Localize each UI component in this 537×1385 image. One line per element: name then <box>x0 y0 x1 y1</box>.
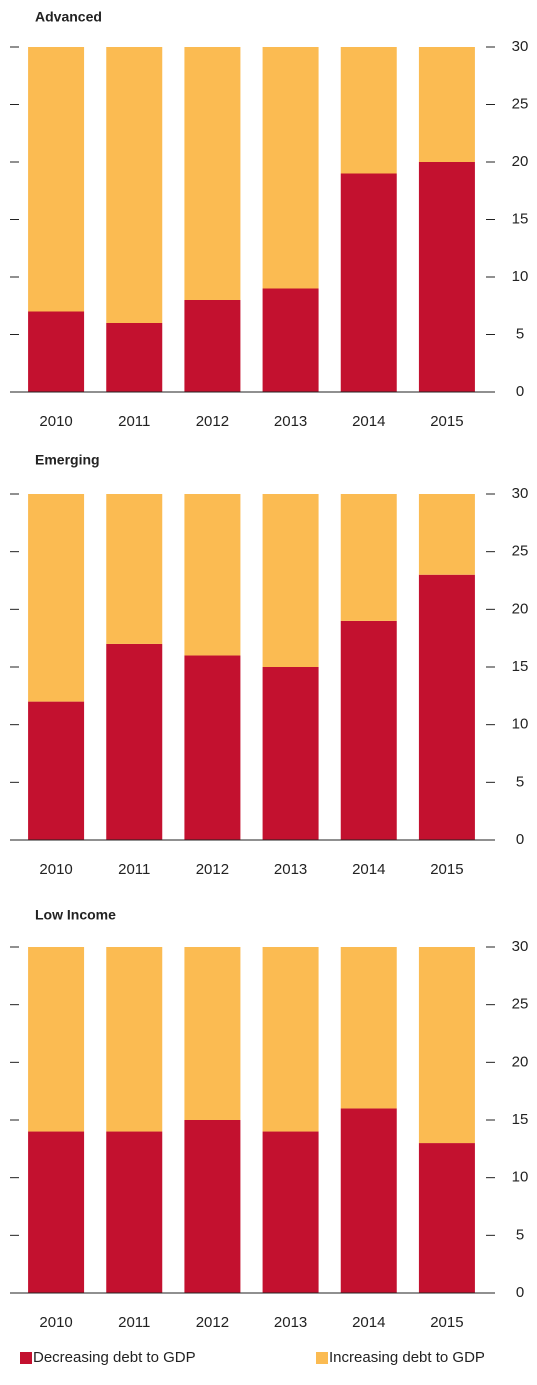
x-tick-label: 2015 <box>430 1314 463 1331</box>
bar-segment <box>28 1131 85 1293</box>
y-tick-label: 30 <box>512 38 529 55</box>
bar-segment <box>418 1143 475 1293</box>
bar-segment <box>418 162 475 392</box>
bar-segment <box>184 947 241 1120</box>
y-tick-label: 0 <box>516 831 524 848</box>
bar-segment <box>184 47 241 300</box>
bar-segment <box>106 643 163 840</box>
bar-segment <box>418 574 475 840</box>
y-tick-label: 0 <box>516 1284 524 1301</box>
y-tick-label: 25 <box>512 996 529 1013</box>
bar-segment <box>184 1120 241 1293</box>
x-tick-label: 2010 <box>39 861 72 878</box>
bar-segment <box>418 947 475 1144</box>
legend-label: Decreasing debt to GDP <box>33 1349 196 1366</box>
x-tick-label: 2010 <box>39 1314 72 1331</box>
y-tick-label: 20 <box>512 153 529 170</box>
legend-swatch <box>316 1352 328 1364</box>
bar-segment <box>262 494 319 667</box>
bar-segment <box>340 173 397 392</box>
y-tick-label: 10 <box>512 716 529 733</box>
bar-segment <box>262 667 319 840</box>
y-tick-label: 5 <box>516 1226 524 1243</box>
chart-title: Low Income <box>35 907 116 923</box>
y-tick-label: 15 <box>512 1111 529 1128</box>
x-tick-label: 2014 <box>352 1314 385 1331</box>
x-tick-label: 2014 <box>352 861 385 878</box>
bar-segment <box>340 620 397 840</box>
bar-segment <box>184 300 241 392</box>
bar-segment <box>262 47 319 289</box>
bar-segment <box>106 47 163 323</box>
bar-segment <box>106 1131 163 1293</box>
bar-segment <box>106 494 163 644</box>
bar-segment <box>418 494 475 575</box>
bar-segment <box>28 47 85 312</box>
y-tick-label: 30 <box>512 938 529 955</box>
bar-segment <box>184 494 241 656</box>
y-tick-label: 0 <box>516 383 524 400</box>
bar-segment <box>28 701 85 840</box>
y-tick-label: 20 <box>512 600 529 617</box>
x-tick-label: 2011 <box>118 413 150 430</box>
x-tick-label: 2011 <box>118 861 150 878</box>
x-tick-label: 2012 <box>196 1314 229 1331</box>
y-tick-label: 10 <box>512 1169 529 1186</box>
y-tick-label: 10 <box>512 268 529 285</box>
x-tick-label: 2014 <box>352 413 385 430</box>
x-tick-label: 2012 <box>196 413 229 430</box>
legend-label: Increasing debt to GDP <box>329 1349 485 1366</box>
x-tick-label: 2015 <box>430 861 463 878</box>
bar-segment <box>340 1108 397 1293</box>
bar-segment <box>184 655 241 840</box>
y-tick-label: 5 <box>516 325 524 342</box>
x-tick-label: 2011 <box>118 1314 150 1331</box>
x-tick-label: 2013 <box>274 1314 307 1331</box>
bar-segment <box>262 947 319 1132</box>
bar-segment <box>28 311 85 392</box>
bar-segment <box>28 947 85 1132</box>
bar-segment <box>418 47 475 162</box>
y-tick-label: 5 <box>516 773 524 790</box>
bar-segment <box>340 947 397 1109</box>
y-tick-label: 30 <box>512 485 529 502</box>
x-tick-label: 2013 <box>274 413 307 430</box>
bar-segment <box>340 47 397 174</box>
bar-segment <box>106 947 163 1132</box>
legend-swatch <box>20 1352 32 1364</box>
y-tick-label: 15 <box>512 210 529 227</box>
x-tick-label: 2013 <box>274 861 307 878</box>
y-tick-label: 15 <box>512 658 529 675</box>
bar-segment <box>262 288 319 392</box>
bar-segment <box>262 1131 319 1293</box>
x-tick-label: 2012 <box>196 861 229 878</box>
chart-title: Advanced <box>35 9 102 25</box>
bar-segment <box>106 323 163 392</box>
x-tick-label: 2015 <box>430 413 463 430</box>
x-tick-label: 2010 <box>39 413 72 430</box>
bar-segment <box>340 494 397 621</box>
y-tick-label: 25 <box>512 543 529 560</box>
bar-segment <box>28 494 85 702</box>
y-tick-label: 20 <box>512 1053 529 1070</box>
chart-title: Emerging <box>35 452 100 468</box>
y-tick-label: 25 <box>512 95 529 112</box>
